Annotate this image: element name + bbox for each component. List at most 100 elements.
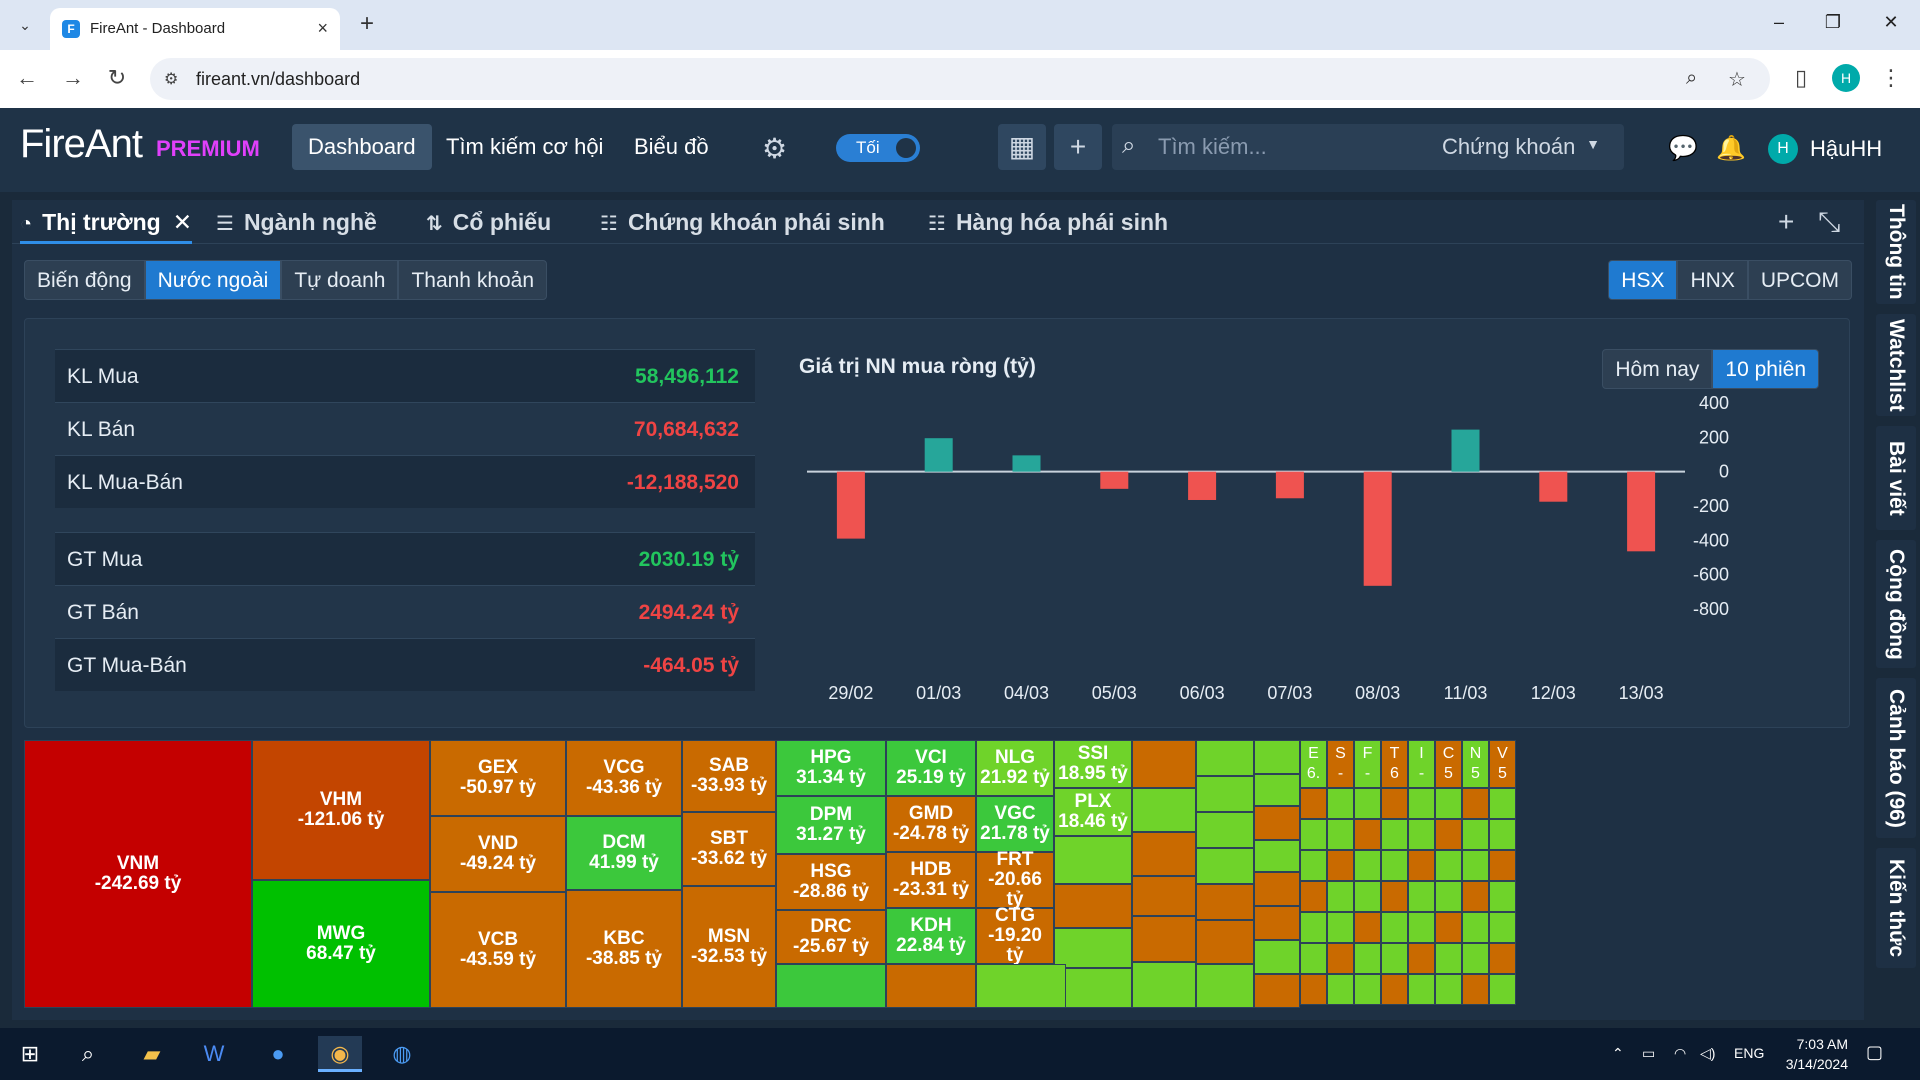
heatmap-cell-kdh[interactable]: KDH 22.84 tỷ bbox=[886, 908, 976, 964]
heatmap-cell[interactable] bbox=[1435, 819, 1462, 850]
heatmap-cell-small[interactable]: S- bbox=[1327, 740, 1354, 788]
heatmap-cell[interactable] bbox=[1327, 850, 1354, 881]
rail-cong-dong[interactable]: Cộng đồng bbox=[1876, 540, 1916, 668]
heatmap-cell[interactable] bbox=[1462, 788, 1489, 819]
heatmap-cell-hdb[interactable]: HDB -23.31 tỷ bbox=[886, 852, 976, 908]
rail-kien-thuc[interactable]: Kiến thức bbox=[1876, 848, 1916, 968]
heatmap-cell[interactable] bbox=[1462, 974, 1489, 1005]
heatmap-cell[interactable] bbox=[1254, 774, 1300, 806]
exchange-hsx[interactable]: HSX bbox=[1608, 260, 1678, 300]
fireant-logo[interactable]: FireAnt bbox=[20, 122, 143, 166]
add-tab-icon[interactable]: + bbox=[1778, 206, 1795, 237]
wifi-icon[interactable]: ◠ bbox=[1674, 1045, 1687, 1061]
heatmap-cell[interactable] bbox=[1408, 912, 1435, 943]
heatmap-cell[interactable] bbox=[1327, 974, 1354, 1005]
rail-canh-bao[interactable]: Cảnh báo (96) bbox=[1876, 678, 1916, 838]
heatmap-cell[interactable] bbox=[1132, 832, 1196, 876]
nav-dashboard[interactable]: Dashboard bbox=[292, 124, 432, 170]
heatmap-cell-vgc[interactable]: VGC 21.78 tỷ bbox=[976, 796, 1054, 852]
tab-thi-truong[interactable]: ◔ Thị trường ✕ bbox=[20, 200, 192, 244]
heatmap-cell[interactable] bbox=[1196, 740, 1254, 776]
tab-chung-khoan-phai-sinh[interactable]: ☷ Chứng khoán phái sinh bbox=[600, 200, 885, 244]
heatmap-cell-vcb[interactable]: VCB -43.59 tỷ bbox=[430, 892, 566, 1008]
heatmap-cell[interactable] bbox=[1354, 850, 1381, 881]
close-window-icon[interactable]: ✕ bbox=[1883, 12, 1899, 32]
heatmap-cell[interactable] bbox=[1254, 872, 1300, 906]
heatmap-cell-vnd[interactable]: VND -49.24 tỷ bbox=[430, 816, 566, 892]
notifications-icon[interactable]: ▢ bbox=[1866, 1042, 1884, 1062]
heatmap-cell-small[interactable]: F- bbox=[1354, 740, 1381, 788]
heatmap-cell[interactable] bbox=[1408, 819, 1435, 850]
heatmap-cell[interactable] bbox=[1196, 812, 1254, 848]
heatmap-cell[interactable] bbox=[1408, 788, 1435, 819]
heatmap-cell[interactable] bbox=[1327, 912, 1354, 943]
search-box[interactable]: ⌕ Chứng khoán ▼ bbox=[1112, 124, 1624, 170]
heatmap-cell-mwg[interactable]: MWG 68.47 tỷ bbox=[252, 880, 430, 1008]
language-indicator[interactable]: ENG bbox=[1734, 1045, 1765, 1061]
heatmap-cell-ctg[interactable]: CTG -19.20 tỷ bbox=[976, 906, 1054, 966]
heatmap-cell-small[interactable]: I- bbox=[1408, 740, 1435, 788]
heatmap-cell[interactable] bbox=[1132, 962, 1196, 1008]
search-input[interactable] bbox=[1158, 132, 1418, 162]
heatmap-cell[interactable] bbox=[1462, 850, 1489, 881]
zalo-icon[interactable]: ◍ bbox=[392, 1041, 412, 1066]
browser-profile-avatar[interactable]: H bbox=[1832, 64, 1860, 92]
user-name[interactable]: HậuHH bbox=[1810, 136, 1883, 161]
bar-08-03[interactable] bbox=[1363, 471, 1392, 586]
heatmap-cell[interactable] bbox=[1300, 974, 1327, 1005]
search-icon[interactable]: ⌕ bbox=[81, 1041, 95, 1066]
heatmap-cell[interactable] bbox=[1489, 974, 1516, 1005]
nav-bieu-do[interactable]: Biểu đồ bbox=[634, 134, 709, 159]
url-text[interactable]: fireant.vn/dashboard bbox=[196, 69, 361, 89]
chat-icon[interactable]: 💬 bbox=[1668, 135, 1698, 162]
address-bar[interactable]: ⚙ fireant.vn/dashboard ⌕ ☆ bbox=[150, 58, 1770, 100]
heatmap-cell[interactable] bbox=[1300, 850, 1327, 881]
heatmap-cell[interactable] bbox=[1462, 819, 1489, 850]
heatmap-cell-vcg[interactable]: VCG -43.36 tỷ bbox=[566, 740, 682, 816]
heatmap-cell[interactable] bbox=[1381, 819, 1408, 850]
heatmap-cell[interactable] bbox=[1254, 906, 1300, 940]
reload-icon[interactable]: ↻ bbox=[107, 65, 127, 90]
settings-gear-icon[interactable]: ⚙ bbox=[762, 133, 788, 164]
heatmap-cell[interactable] bbox=[1254, 974, 1300, 1008]
heatmap-cell[interactable] bbox=[1254, 740, 1300, 774]
minimize-icon[interactable]: – bbox=[1773, 12, 1784, 32]
file-explorer-icon[interactable]: ▰ bbox=[143, 1041, 161, 1066]
heatmap-cell[interactable] bbox=[1196, 920, 1254, 964]
exchange-upcom[interactable]: UPCOM bbox=[1747, 260, 1852, 300]
heatmap-cell[interactable] bbox=[1354, 881, 1381, 912]
battery-icon[interactable]: ▭ bbox=[1642, 1045, 1656, 1061]
bell-icon[interactable]: 🔔 bbox=[1716, 135, 1746, 162]
heatmap-cell[interactable] bbox=[1435, 912, 1462, 943]
heatmap-cell[interactable] bbox=[1300, 788, 1327, 819]
heatmap-cell[interactable] bbox=[1196, 848, 1254, 884]
heatmap-cell-vnm[interactable]: VNM -242.69 tỷ bbox=[24, 740, 252, 1008]
heatmap-cell[interactable] bbox=[1462, 943, 1489, 974]
heatmap-cell-hpg[interactable]: HPG 31.34 tỷ bbox=[776, 740, 886, 796]
collapse-icon[interactable]: ⤡ bbox=[1818, 206, 1841, 237]
heatmap-cell[interactable] bbox=[1435, 974, 1462, 1005]
tab-hang-hoa-phai-sinh[interactable]: ☷ Hàng hóa phái sinh bbox=[928, 200, 1168, 244]
heatmap-cell[interactable] bbox=[1254, 840, 1300, 872]
restore-icon[interactable]: ❐ bbox=[1824, 12, 1842, 32]
heatmap-cell-hsg[interactable]: HSG -28.86 tỷ bbox=[776, 854, 886, 910]
heatmap-cell[interactable] bbox=[1300, 881, 1327, 912]
word-icon[interactable]: W bbox=[203, 1041, 225, 1066]
side-panel-icon[interactable]: ▯ bbox=[1794, 65, 1808, 90]
heatmap-cell-frt[interactable]: FRT -20.66 tỷ bbox=[976, 850, 1054, 910]
tab-search-dropdown-icon[interactable]: ⌄ bbox=[19, 17, 31, 33]
subtab-thanh-khoan[interactable]: Thanh khoản bbox=[398, 260, 548, 300]
heatmap-cell[interactable] bbox=[1381, 850, 1408, 881]
heatmap-cell[interactable] bbox=[1489, 788, 1516, 819]
chevron-up-icon[interactable]: ⌃ bbox=[1612, 1045, 1624, 1061]
bar-12-03[interactable] bbox=[1539, 471, 1568, 502]
heatmap-cell[interactable] bbox=[1132, 740, 1196, 788]
new-tab-icon[interactable]: + bbox=[359, 10, 374, 37]
bar-29-02[interactable] bbox=[836, 471, 865, 539]
heatmap-cell[interactable] bbox=[1300, 819, 1327, 850]
range-10-phien[interactable]: 10 phiên bbox=[1712, 349, 1819, 389]
heatmap-cell[interactable] bbox=[1327, 819, 1354, 850]
add-widget-icon[interactable]: + bbox=[1054, 124, 1102, 170]
chrome-icon[interactable]: ◉ bbox=[318, 1036, 362, 1072]
